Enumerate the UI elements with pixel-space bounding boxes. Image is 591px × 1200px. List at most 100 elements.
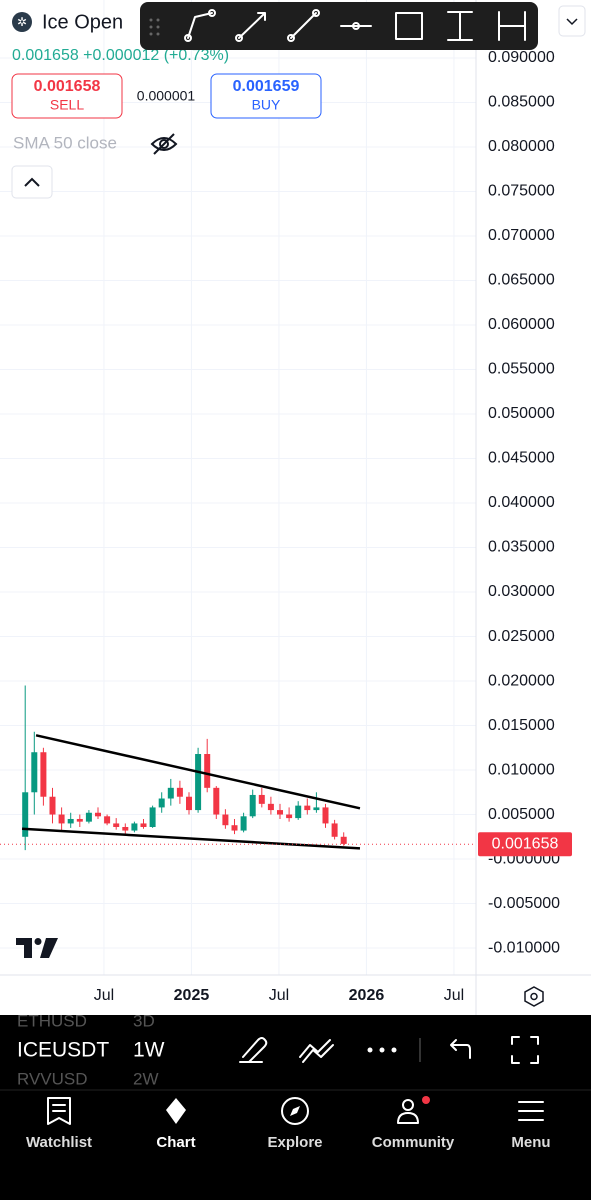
symbol-title[interactable]: Ice Open bbox=[42, 11, 123, 33]
settings-icon[interactable] bbox=[524, 986, 544, 1007]
y-tick-label: 0.005000 bbox=[488, 806, 555, 823]
sell-price: 0.001658 bbox=[34, 78, 101, 95]
sell-label: SELL bbox=[50, 97, 84, 113]
candle-body bbox=[176, 787, 183, 797]
buy-label: BUY bbox=[252, 97, 281, 113]
y-tick-label: 0.035000 bbox=[488, 539, 555, 556]
y-tick-label: 0.065000 bbox=[488, 272, 555, 289]
buy-button[interactable] bbox=[210, 73, 322, 119]
last-price-tag bbox=[478, 832, 572, 857]
y-tick-label: 0.070000 bbox=[488, 227, 555, 244]
candle-body bbox=[31, 752, 38, 793]
plot bbox=[0, 0, 476, 975]
coin-icon bbox=[12, 12, 32, 32]
price-change: 0.001658 +0.000012 (+0.73%) bbox=[12, 47, 229, 64]
settings-icon-center bbox=[530, 992, 538, 1001]
candle-body bbox=[249, 794, 256, 817]
y-tick-label: 0.055000 bbox=[488, 361, 555, 378]
recent-interval[interactable]: 2W bbox=[133, 1069, 159, 1088]
y-tick-label: 0.010000 bbox=[488, 761, 555, 778]
candle-body bbox=[104, 816, 111, 824]
nav-tab[interactable]: Community bbox=[372, 1134, 455, 1151]
dropdown-button[interactable] bbox=[558, 5, 586, 37]
bottom-panel bbox=[0, 1015, 591, 1200]
x-tick-label: 2025 bbox=[174, 987, 210, 1004]
candle-body bbox=[58, 814, 65, 824]
candle-body bbox=[313, 807, 320, 811]
y-tick-label: 0.030000 bbox=[488, 583, 555, 600]
collapse-button[interactable] bbox=[11, 165, 53, 199]
chart-tools[interactable] bbox=[239, 1036, 539, 1064]
nav-tab[interactable]: Menu bbox=[511, 1134, 550, 1151]
candle-body bbox=[277, 810, 283, 815]
recent-interval[interactable]: 3D bbox=[133, 1011, 155, 1030]
sell-button[interactable] bbox=[11, 73, 123, 119]
candle-body bbox=[267, 803, 274, 811]
nav-tab[interactable]: Chart bbox=[156, 1134, 195, 1151]
candle-body bbox=[67, 818, 74, 824]
spread: 0.000001 bbox=[137, 88, 196, 104]
drawing-tools[interactable] bbox=[149, 9, 526, 42]
candle-body bbox=[76, 818, 83, 822]
candle-body bbox=[231, 825, 238, 831]
trendline bbox=[35, 734, 361, 810]
y-tick-label: 0.085000 bbox=[488, 94, 555, 111]
y-tick-label: 0.080000 bbox=[488, 138, 555, 155]
candle-body bbox=[286, 814, 293, 819]
indicator-label[interactable]: SMA 50 close bbox=[13, 133, 117, 152]
y-tick-label: -0.010000 bbox=[488, 939, 560, 956]
collapse-icon bbox=[24, 177, 40, 187]
candle-body bbox=[167, 787, 174, 799]
nav-tab[interactable]: Explore bbox=[267, 1134, 322, 1151]
drawing-toolbar bbox=[140, 2, 538, 50]
interval[interactable]: 1W bbox=[133, 1039, 165, 1062]
y-tick-label: 0.045000 bbox=[488, 450, 555, 467]
candle-body bbox=[49, 796, 56, 815]
y-tick-label: 0.040000 bbox=[488, 494, 555, 511]
recent-symbol[interactable]: RVVUSD bbox=[17, 1069, 88, 1088]
candle-body bbox=[195, 754, 202, 811]
x-tick-label: Jul bbox=[269, 987, 289, 1004]
candle-body bbox=[304, 805, 311, 811]
symbol[interactable]: ICEUSDT bbox=[17, 1039, 109, 1062]
candle-body bbox=[258, 794, 265, 804]
y-tick-label: 0.025000 bbox=[488, 628, 555, 645]
buy-price: 0.001659 bbox=[233, 78, 300, 95]
candle-body bbox=[113, 823, 120, 827]
candle-body bbox=[85, 812, 92, 822]
y-tick-label: 0.050000 bbox=[488, 405, 555, 422]
candle-body bbox=[204, 754, 211, 788]
nav-bar: Watchlist Chart Explore Community Menu bbox=[26, 1134, 551, 1151]
candle-body bbox=[213, 787, 220, 815]
x-tick-label: 2026 bbox=[349, 987, 385, 1004]
candle-body bbox=[186, 796, 192, 811]
dropdown-icon bbox=[566, 18, 578, 26]
y-tick-label: 0.090000 bbox=[488, 49, 555, 66]
x-tick-label: Jul bbox=[94, 987, 114, 1004]
recent-symbol[interactable]: ETHUSD bbox=[17, 1011, 87, 1030]
candle-body bbox=[140, 823, 147, 827]
candle-body bbox=[222, 814, 229, 826]
coin-icon-glyph: ✲ bbox=[17, 15, 27, 29]
nav-tab[interactable]: Watchlist bbox=[26, 1134, 92, 1151]
y-tick-label: 0.060000 bbox=[488, 316, 555, 333]
y-tick-label: 0.015000 bbox=[488, 717, 555, 734]
candle-body bbox=[131, 823, 138, 831]
candle-body bbox=[331, 823, 338, 837]
y-tick-label: -0.005000 bbox=[488, 895, 560, 912]
y-tick-label: 0.020000 bbox=[488, 672, 555, 689]
candle-body bbox=[122, 826, 129, 831]
candle-body bbox=[149, 807, 156, 827]
candle-body bbox=[340, 836, 347, 844]
tv-logo bbox=[16, 938, 58, 958]
last-price-label: 0.001658 bbox=[492, 835, 559, 852]
candle-body bbox=[158, 798, 165, 808]
hide-icon[interactable] bbox=[150, 133, 178, 155]
candle-body bbox=[95, 812, 101, 817]
y-tick-label: 0.075000 bbox=[488, 183, 555, 200]
nav-icons bbox=[47, 1096, 544, 1125]
trendline bbox=[21, 827, 361, 850]
candle-body bbox=[322, 807, 329, 824]
